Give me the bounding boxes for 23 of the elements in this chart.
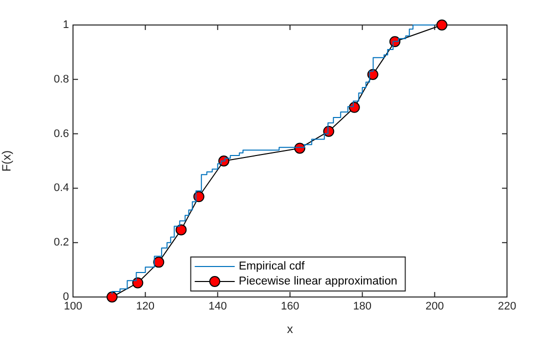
point xyxy=(348,102,360,113)
x-tick-label: 200 xyxy=(425,300,444,313)
y-axis-title: F(x) xyxy=(0,150,14,172)
x-tick-label: 120 xyxy=(136,300,155,313)
x-tick-label: 160 xyxy=(280,300,300,313)
y-tick-label: 0.6 xyxy=(54,128,69,140)
point xyxy=(106,292,118,302)
y-tick-label: 0.4 xyxy=(54,182,69,194)
x-tick-label: 140 xyxy=(208,300,227,313)
x-axis-title: x xyxy=(287,322,293,336)
y-tick-label: 0.2 xyxy=(54,236,69,249)
x-tick-label: 100 xyxy=(64,300,82,313)
y-tick-label: 0.8 xyxy=(54,73,69,86)
point xyxy=(436,20,448,30)
y-tick-label: 1 xyxy=(62,19,69,32)
legend-label: Piecewise linear approximation xyxy=(238,276,398,288)
legend-label: Empirical cdf xyxy=(238,260,306,273)
point xyxy=(193,191,204,202)
point xyxy=(176,224,187,236)
x-tick-label: 180 xyxy=(353,300,372,313)
x-tick-label: 220 xyxy=(498,300,516,313)
point xyxy=(153,256,164,268)
point xyxy=(132,277,144,288)
